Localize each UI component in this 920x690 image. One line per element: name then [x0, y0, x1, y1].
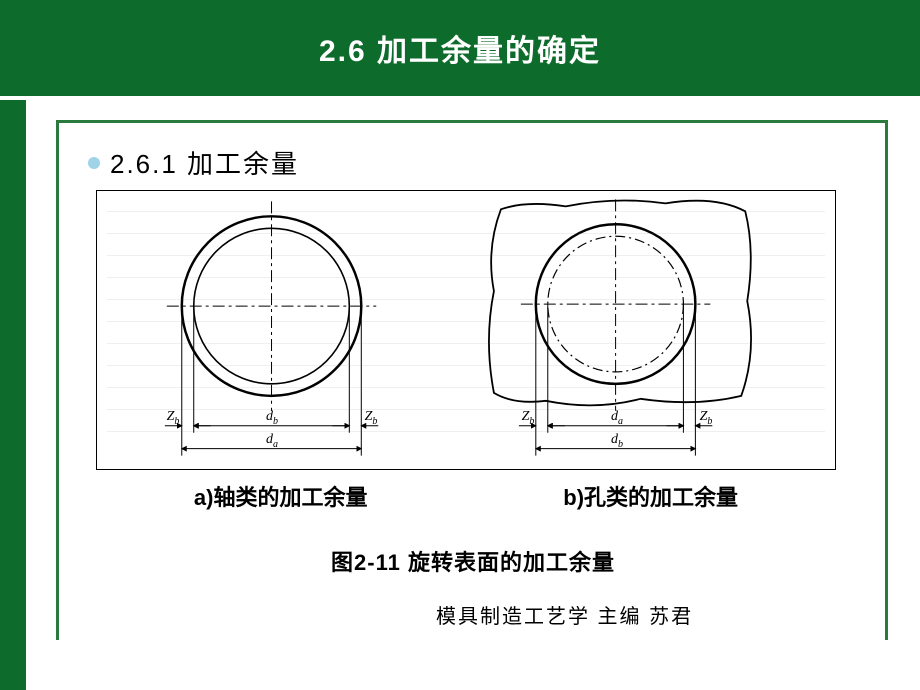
dim-da-b: da: [611, 409, 623, 427]
dim-zb-right-a: Zb: [365, 409, 378, 427]
dim-zb-left-b: Zb: [522, 409, 535, 427]
caption-a: a)轴类的加工余量: [194, 480, 368, 512]
figure-2-11: Zb db Zb da Zb da Zb db: [96, 190, 836, 470]
dim-db-b: db: [611, 432, 623, 450]
slide-header: 2.6 加工余量的确定: [0, 0, 920, 100]
dim-zb-right-b: Zb: [700, 409, 713, 427]
slide-title: 2.6 加工余量的确定: [319, 26, 601, 70]
dim-zb-left-a: Zb: [167, 409, 180, 427]
header-underline: [0, 96, 920, 99]
slide-content: 2.6.1 加工余量: [26, 100, 920, 690]
footer-credit: 模具制造工艺学 主编 苏君: [436, 600, 693, 629]
dim-da-a: da: [266, 432, 278, 450]
bullet-icon: [88, 157, 100, 169]
diagram-svg: [97, 191, 835, 470]
section-title: 2.6.1 加工余量: [110, 144, 299, 181]
figure-caption: 图2-11 旋转表面的加工余量: [26, 545, 920, 577]
dim-db-a: db: [266, 409, 278, 427]
caption-b: b)孔类的加工余量: [563, 480, 738, 512]
subcaption-row: a)轴类的加工余量 b)孔类的加工余量: [96, 480, 836, 512]
section-heading-row: 2.6.1 加工余量: [88, 144, 299, 181]
left-stripe: [0, 100, 26, 690]
